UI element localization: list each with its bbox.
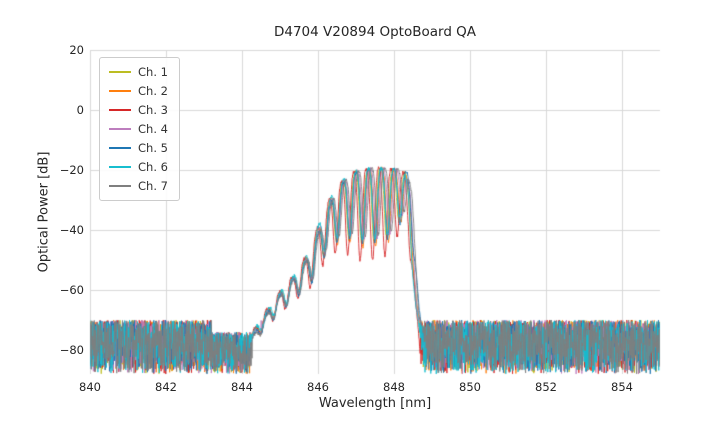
legend-label: Ch. 3 [138, 103, 168, 117]
legend-item: Ch. 5 [109, 141, 168, 155]
legend-label: Ch. 2 [138, 84, 168, 98]
chart-title: D4704 V20894 OptoBoard QA [273, 24, 477, 40]
x-tick-label: 846 [307, 380, 329, 394]
legend-item: Ch. 2 [109, 84, 168, 98]
x-tick-label: 850 [459, 380, 481, 394]
legend-line-swatch [109, 109, 131, 111]
legend-line-swatch [109, 147, 131, 149]
y-tick-label: −60 [59, 283, 84, 297]
x-tick-label: 848 [383, 380, 405, 394]
legend-item: Ch. 1 [109, 65, 168, 79]
x-tick-label: 844 [231, 380, 253, 394]
legend-line-swatch [109, 90, 131, 92]
x-tick-label: 840 [79, 380, 101, 394]
legend-item: Ch. 3 [109, 103, 168, 117]
legend-label: Ch. 7 [138, 179, 168, 193]
legend-line-swatch [109, 128, 131, 130]
legend-label: Ch. 6 [138, 160, 168, 174]
legend-item: Ch. 7 [109, 179, 168, 193]
legend: Ch. 1 Ch. 2 Ch. 3 Ch. 4 Ch. 5 Ch. 6 Ch. 7 [99, 57, 180, 201]
legend-item: Ch. 4 [109, 122, 168, 136]
legend-line-swatch [109, 166, 131, 168]
legend-line-swatch [109, 185, 131, 187]
x-axis-label: Wavelength [nm] [318, 396, 432, 411]
legend-item: Ch. 6 [109, 160, 168, 174]
y-tick-label: 20 [69, 43, 84, 57]
y-tick-label: −20 [59, 163, 84, 177]
y-tick-label: −80 [59, 343, 84, 357]
x-tick-label: 842 [155, 380, 177, 394]
legend-line-swatch [109, 71, 131, 73]
legend-label: Ch. 4 [138, 122, 168, 136]
x-tick-label: 854 [611, 380, 633, 394]
legend-label: Ch. 5 [138, 141, 168, 155]
y-tick-label: 0 [76, 103, 84, 117]
y-tick-label: −40 [59, 223, 84, 237]
legend-label: Ch. 1 [138, 65, 168, 79]
x-tick-label: 852 [535, 380, 557, 394]
